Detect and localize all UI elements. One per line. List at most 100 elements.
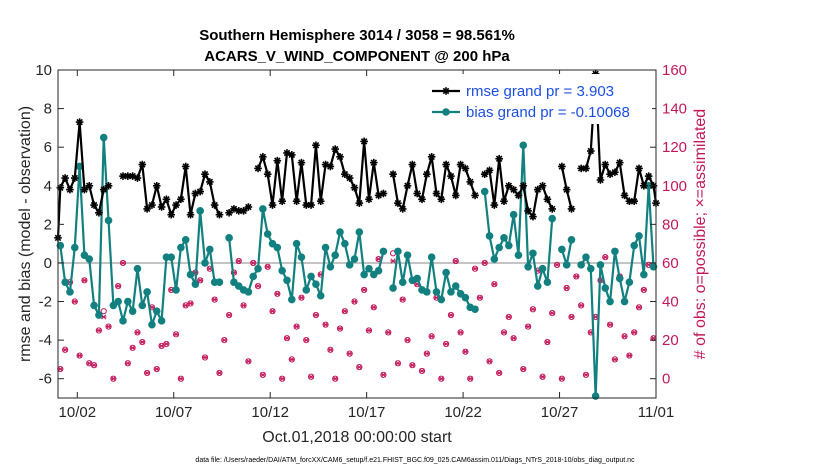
obs-assimilated-marker bbox=[216, 370, 223, 376]
rmse-point-stroke bbox=[404, 182, 411, 190]
rmse-point-stroke bbox=[129, 172, 136, 180]
bias-point bbox=[273, 243, 282, 252]
obs-assimilated-marker bbox=[71, 298, 78, 305]
rmse-point-stroke bbox=[558, 163, 566, 170]
obs-assimilated-marker bbox=[332, 376, 339, 382]
rmse-point bbox=[244, 203, 253, 211]
rmse-point bbox=[99, 185, 108, 194]
bias-point bbox=[649, 263, 658, 271]
rmse-point-stroke bbox=[124, 172, 132, 180]
bias-point bbox=[533, 282, 542, 290]
bias-point bbox=[196, 207, 204, 215]
rmse-point bbox=[172, 201, 180, 209]
obs-assimilated-marker bbox=[346, 351, 353, 357]
bias-point bbox=[519, 141, 528, 150]
rmse-point bbox=[263, 170, 272, 178]
obs-assimilated-marker bbox=[501, 329, 507, 335]
obs-assimilated-marker bbox=[158, 343, 165, 349]
obs-assimilated-marker bbox=[423, 351, 430, 357]
obs-assimilated-marker bbox=[153, 366, 160, 372]
rmse-point bbox=[509, 185, 518, 194]
bias-point bbox=[562, 261, 571, 269]
obs-assimilated-marker bbox=[91, 362, 97, 368]
bias-point bbox=[360, 270, 368, 279]
rmse-point bbox=[268, 201, 277, 209]
bias-point bbox=[365, 264, 373, 273]
bias-point bbox=[485, 232, 494, 240]
x-tick-label: 10/07 bbox=[155, 404, 193, 421]
rmse-point bbox=[451, 191, 460, 200]
obs-assimilated-marker bbox=[178, 376, 184, 382]
rmse-point bbox=[278, 197, 286, 205]
rmse-point-stroke bbox=[587, 147, 595, 155]
bias-point bbox=[61, 278, 69, 287]
rmse-point-stroke bbox=[235, 207, 243, 215]
rmse-point-stroke bbox=[389, 170, 397, 178]
rmse-point bbox=[582, 164, 590, 173]
obs-assimilated-marker bbox=[525, 324, 531, 330]
x-axis-label: Oct.01,2018 00:00:00 start bbox=[262, 429, 452, 446]
rmse-point-stroke bbox=[582, 165, 590, 172]
obs-assimilated-marker bbox=[366, 327, 372, 334]
obs-assimilated-marker bbox=[303, 337, 310, 343]
bias-point bbox=[630, 241, 639, 250]
x-axis-ticks: 10/02 10/07 10/12 10/17 10/22 10/27 11/01 bbox=[59, 70, 674, 421]
rmse-point-stroke bbox=[471, 192, 479, 199]
bias-point bbox=[326, 263, 335, 271]
bias-point bbox=[524, 263, 532, 271]
rmse-point bbox=[143, 205, 151, 213]
obs-assimilated-marker bbox=[337, 325, 343, 332]
rmse-point-stroke bbox=[134, 174, 141, 182]
rmse-point bbox=[316, 197, 325, 205]
rmse-point bbox=[201, 170, 209, 178]
bias-point bbox=[292, 239, 301, 248]
obs-assimilated-marker bbox=[428, 333, 435, 339]
obs-assimilated-marker bbox=[240, 302, 247, 308]
bias-point bbox=[99, 133, 108, 142]
bias-point bbox=[104, 216, 113, 225]
rmse-point bbox=[586, 147, 595, 155]
bias-point bbox=[148, 320, 156, 329]
obs-assimilated-marker bbox=[187, 300, 194, 307]
rmse-point-stroke bbox=[438, 196, 445, 203]
rmse-point bbox=[466, 178, 475, 186]
rmse-point-stroke bbox=[452, 192, 460, 199]
obs-assimilated-marker bbox=[390, 258, 396, 264]
bias-point bbox=[374, 266, 383, 275]
obs-assimilated-marker bbox=[505, 314, 512, 320]
bias-point bbox=[461, 293, 470, 302]
obs-assimilated-marker bbox=[341, 308, 348, 314]
obs-assimilated-marker bbox=[293, 324, 300, 330]
obs-assimilated-marker bbox=[255, 283, 261, 289]
bias-point bbox=[167, 253, 176, 261]
y-left-tick-label: 2 bbox=[44, 216, 52, 233]
bias-point bbox=[341, 239, 349, 248]
obs-assimilated-marker bbox=[62, 347, 68, 353]
bias-point bbox=[432, 288, 441, 296]
rmse-point-stroke bbox=[563, 186, 570, 193]
rmse-point-stroke bbox=[327, 163, 334, 170]
y-right-tick-label: 140 bbox=[662, 101, 687, 118]
bias-point bbox=[471, 305, 479, 314]
rmse-point bbox=[389, 170, 397, 178]
rmse-point bbox=[485, 166, 494, 175]
bias-point bbox=[394, 247, 402, 256]
obs-assimilated-marker bbox=[448, 312, 454, 318]
bias-point bbox=[95, 311, 103, 319]
obs-assimilated-marker bbox=[110, 376, 117, 382]
rmse-point bbox=[360, 137, 368, 146]
obs-assimilated-marker bbox=[578, 302, 585, 308]
rmse-point-stroke bbox=[616, 159, 623, 166]
bias-point bbox=[543, 278, 552, 287]
obs-assimilated-marker bbox=[351, 298, 358, 305]
obs-assimilated-marker bbox=[568, 314, 575, 320]
bias-point bbox=[191, 280, 200, 288]
obs-assimilated-marker bbox=[120, 260, 126, 266]
legend-bias-swatch bbox=[432, 108, 460, 116]
rmse-point-stroke bbox=[495, 155, 503, 163]
rmse-point bbox=[418, 195, 426, 204]
obs-assimilated-marker bbox=[607, 322, 613, 328]
rmse-point-stroke bbox=[177, 196, 185, 203]
rmse-point bbox=[403, 181, 412, 190]
bias-point bbox=[70, 243, 79, 252]
